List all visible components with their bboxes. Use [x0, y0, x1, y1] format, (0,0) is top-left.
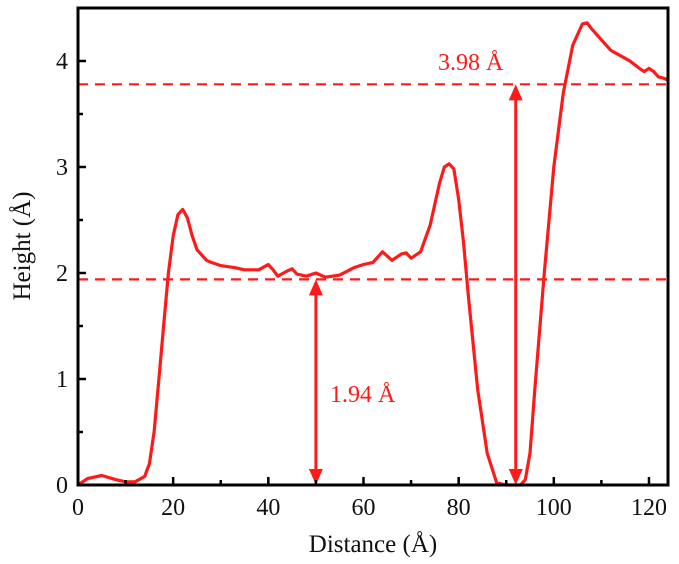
- y-tick-label: 4: [56, 49, 68, 75]
- x-tick-label: 0: [72, 495, 84, 521]
- series-line: [77, 21, 669, 487]
- annotation-arrowhead-down-2: [508, 469, 523, 485]
- x-tick-label: 100: [536, 495, 572, 521]
- x-tick-label: 40: [256, 495, 280, 521]
- y-tick-label: 1: [56, 367, 68, 393]
- plot-frame: [76, 6, 670, 487]
- x-tick-label: 80: [447, 495, 471, 521]
- x-tick-label: 120: [631, 495, 667, 521]
- y-tick-label: 3: [56, 155, 68, 181]
- x-axis-title: Distance (Å): [309, 531, 437, 558]
- annotation-arrowhead-up-1: [308, 279, 323, 296]
- x-tick-label: 20: [161, 495, 185, 521]
- annotation-label-1: 1.94 Å: [330, 382, 396, 408]
- annotation-label-2: 3.98 Å: [438, 50, 504, 76]
- y-axis-title: Height (Å): [9, 192, 36, 301]
- annotation-arrowhead-up-2: [508, 84, 523, 101]
- y-tick-label: 2: [56, 261, 68, 287]
- x-tick-label: 60: [351, 495, 375, 521]
- annotation-arrowhead-down-1: [308, 469, 323, 485]
- y-tick-label: 0: [56, 473, 68, 499]
